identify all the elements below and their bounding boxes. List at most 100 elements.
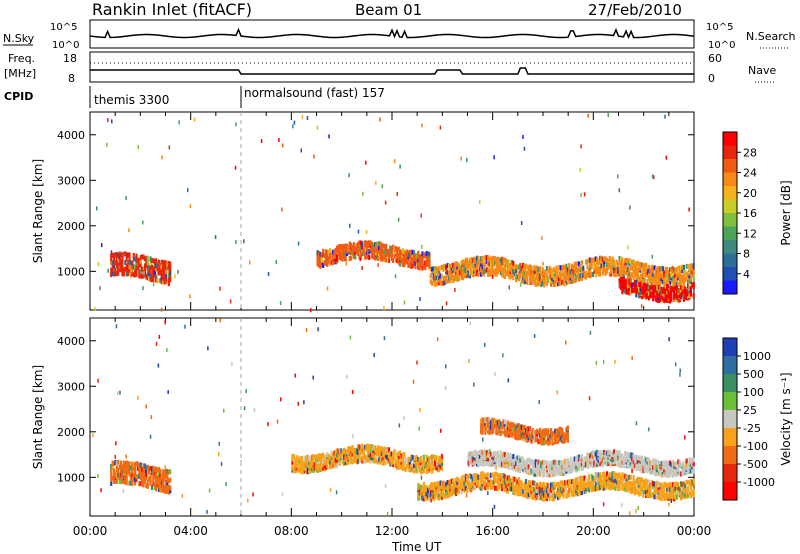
velocity-cell xyxy=(594,460,597,466)
velocity-cell xyxy=(586,452,589,458)
velocity-cell xyxy=(471,476,474,482)
velocity-cell xyxy=(499,421,502,427)
power-cell xyxy=(371,252,374,258)
velocity-cell xyxy=(112,478,116,484)
velocity-cell xyxy=(692,492,695,498)
velocity-cell xyxy=(495,452,498,458)
velocity-cell xyxy=(562,438,565,444)
velocity-cell xyxy=(612,459,616,465)
power-cell xyxy=(394,257,397,263)
power-cell xyxy=(358,254,361,260)
velocity-cell xyxy=(543,496,546,502)
power-cell xyxy=(139,273,142,279)
power-cell xyxy=(573,271,576,277)
velocity-cell xyxy=(491,452,494,458)
velocity-cell xyxy=(541,459,544,465)
velocity-cell xyxy=(663,467,666,473)
velocity-scatter-cell xyxy=(137,395,139,400)
power-cell xyxy=(433,265,437,271)
velocity-cell xyxy=(491,424,494,430)
power-cell xyxy=(447,263,451,269)
power-cell xyxy=(361,244,364,250)
velocity-cell xyxy=(635,478,638,484)
velocity-cell xyxy=(519,433,522,439)
power-cell xyxy=(671,286,674,292)
velocity-cell xyxy=(404,457,407,463)
velocity-cell xyxy=(125,468,128,474)
power-cell xyxy=(153,269,156,275)
power-cell xyxy=(495,257,498,263)
velocity-cell xyxy=(619,475,623,481)
power-cell xyxy=(357,241,360,247)
velocity-cell xyxy=(322,462,325,468)
power-cell xyxy=(624,258,627,264)
velocity-cell xyxy=(372,448,375,454)
velocity-cell xyxy=(498,462,501,468)
power-cell xyxy=(659,290,662,296)
velocity-scatter-cell xyxy=(494,372,496,377)
velocity-cell xyxy=(306,469,309,475)
power-cell xyxy=(543,279,546,285)
power-cell xyxy=(501,260,504,266)
power-cell xyxy=(590,272,593,278)
power-cell xyxy=(496,266,500,272)
power-colorbar-swatch xyxy=(723,186,737,200)
power-cell xyxy=(643,278,646,284)
power-cell xyxy=(605,258,609,264)
power-cell xyxy=(454,267,458,273)
power-cell xyxy=(337,250,340,256)
velocity-cell xyxy=(519,424,522,430)
velocity-cell xyxy=(159,472,162,478)
velocity-cell xyxy=(478,449,481,455)
power-cell xyxy=(664,293,667,299)
velocity-cell xyxy=(573,478,576,484)
power-cell xyxy=(383,254,386,260)
velocity-cell xyxy=(677,487,680,493)
power-cell xyxy=(530,268,533,274)
power-cell xyxy=(153,258,156,264)
power-cell xyxy=(533,274,536,280)
velocity-cell xyxy=(447,486,451,492)
power-cell xyxy=(674,281,677,287)
velocity-cell xyxy=(316,454,319,460)
power-cell xyxy=(529,267,532,273)
velocity-cell xyxy=(551,435,554,441)
power-cell xyxy=(632,282,635,288)
power-cell xyxy=(621,257,624,263)
power-cell xyxy=(659,286,662,292)
velocity-cell xyxy=(584,456,588,462)
velocity-cell xyxy=(688,457,691,463)
power-cell xyxy=(156,278,159,284)
velocity-cell xyxy=(554,459,557,465)
velocity-cell xyxy=(603,479,606,485)
power-colorbar-tick-label: 28 xyxy=(743,146,757,159)
power-cell xyxy=(554,268,557,274)
velocity-cell xyxy=(687,486,690,492)
power-cell xyxy=(316,261,319,267)
velocity-cell xyxy=(608,479,611,485)
velocity-cell xyxy=(597,475,600,481)
velocity-cell xyxy=(436,486,439,492)
power-cell xyxy=(418,257,421,263)
power-cell xyxy=(645,293,648,299)
power-cell xyxy=(157,270,161,276)
power-cell xyxy=(614,262,617,268)
velocity-cell xyxy=(649,460,652,466)
velocity-cell xyxy=(141,481,144,487)
velocity-cell xyxy=(404,466,407,472)
velocity-cell xyxy=(125,480,128,486)
power-cell xyxy=(664,266,667,272)
power-cell xyxy=(647,270,651,276)
power-cell xyxy=(645,266,648,272)
velocity-cell xyxy=(301,460,304,466)
power-cell xyxy=(573,278,576,284)
power-cell xyxy=(617,271,620,277)
velocity-cell xyxy=(474,455,477,461)
velocity-cell xyxy=(315,464,318,470)
velocity-cell xyxy=(611,457,614,463)
power-cell xyxy=(149,276,152,282)
velocity-cell xyxy=(482,422,486,428)
velocity-cell xyxy=(691,458,694,464)
power-cell xyxy=(131,267,134,273)
